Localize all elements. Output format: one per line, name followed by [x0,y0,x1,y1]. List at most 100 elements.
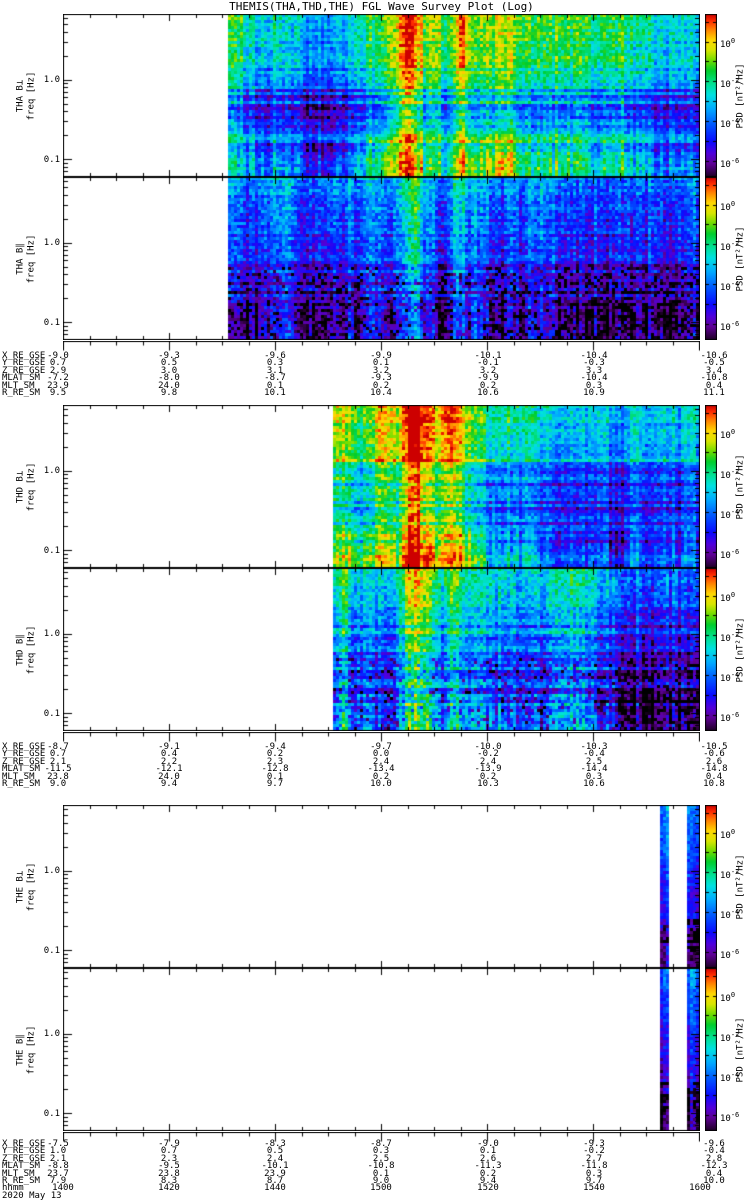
ephemeris-value: 9.8 [160,388,178,398]
spectrogram-thd-bperp [63,405,700,568]
ephemeris-row-r_re_sm: R_RE_SM 9.0 9.4 9.7 10.0 10.3 10.6 10.8 [0,779,750,789]
colorbar-tick-label: 100 [720,990,736,1004]
spectrogram-thd-bpar [63,568,700,731]
ephemeris-value: 0.3 [585,1168,603,1179]
freq-tick-0p1hz: 0.1 [43,155,60,165]
ephemeris-value: -10.8 [367,1161,395,1172]
colorbar-tick-label: 10-6 [720,156,740,170]
ephemeris-value: 24.0 [158,380,180,391]
ephemeris-value: 9.7 [266,779,284,789]
ephemeris-value: -7.9 [158,1139,180,1149]
ephemeris-value: 23.8 [47,771,69,782]
ephemeris-value: 3.4 [705,365,723,376]
panel-label: THA B⊥ [15,79,26,112]
time-tick-label: 1420 [158,1183,180,1194]
ephemeris-value: 10.6 [583,779,605,789]
colorbar-tick-labels: 100 10-2 10-4 10-6 [718,805,750,968]
freq-axis-label: freq [Hz] [26,71,37,120]
ephemeris-row-label: X_RE_GSE [2,351,46,361]
ephemeris-value: -7.5 [47,1139,69,1149]
ephemeris-value: -10.4 [580,373,608,384]
colorbar-thd-bpar [705,568,717,731]
ephemeris-value: -14.8 [700,764,728,775]
panel-thd-bperp-ylabel: THD B⊥ freq [Hz] [16,405,38,568]
ephemeris-value: 10.0 [703,1176,725,1186]
freq-tick-1hz: 1.0 [43,1029,60,1039]
date-label: 2020 May 13 [2,1190,62,1200]
ephemeris-row-label: R_RE_SM [2,1176,40,1186]
ephemeris-value: 10.3 [477,779,499,789]
ephemeris-value: 24.0 [158,771,180,782]
ephemeris-row-label: Z_RE_GSE [2,365,46,376]
ephemeris-value: 9.4 [479,1176,497,1186]
freq-tick-1hz: 1.0 [43,466,60,476]
freq-tick-0p1hz: 0.1 [43,318,60,328]
colorbar-tick-labels: 100 10-2 10-4 10-6 [718,968,750,1131]
ephemeris-value: 0.4 [705,1168,723,1179]
ephemeris-value: 2.3 [266,756,284,767]
ephemeris-value: 1.0 [49,1146,67,1157]
ephemeris-value: 23.7 [47,1168,69,1179]
ephemeris-value: -10.8 [700,373,728,384]
spectrogram-tha-bpar [63,177,700,340]
ephemeris-value: 0.1 [372,358,390,369]
time-tick-label: 1500 [370,1183,392,1194]
ephemeris-value: -8.3 [264,1139,286,1149]
spectrogram-tha-bperp [63,14,700,177]
colorbar-tick-label: 10-2 [720,239,740,253]
ephemeris-value: 0.0 [372,749,390,760]
panel-label: THA B∥ [15,242,26,275]
colorbar-tick-label: 10-4 [720,279,740,293]
ephemeris-row-y_re_gse: Y_RE_GSE 0.7 0.4 0.2 0.0 -0.2 -0.4 -0.6 [0,749,750,760]
ephemeris-value: 2.5 [585,756,603,767]
ephemeris-value: -11.3 [474,1161,502,1172]
ephemeris-value: -9.4 [264,742,286,752]
panel-label: THD B⊥ [15,470,26,503]
ephemeris-value: -8.7 [370,1139,392,1149]
colorbar-tick-label: 10-6 [720,710,740,724]
colorbar-tick-label: 100 [720,36,736,50]
colorbar-title: PSD [nT²/Hz] [735,453,746,520]
ephemeris-value: -9.1 [158,742,180,752]
time-tick-label: 1520 [477,1183,499,1194]
ephemeris-value: 0.5 [160,358,178,369]
ephemeris-row-r_re_sm: R_RE_SM 7.9 8.3 8.7 9.0 9.4 9.7 10.0 [0,1176,750,1186]
panel-tha-bperp-ylabel: THA B⊥ freq [Hz] [16,14,38,177]
ephemeris-value: -12.1 [155,764,183,775]
ephemeris-value: -9.0 [477,1139,499,1149]
ephemeris-value: -9.3 [583,1139,605,1149]
panel-label: THD B∥ [15,633,26,666]
ephemeris-value: 3.1 [266,365,284,376]
time-axis-strip-the [63,1132,700,1143]
ephemeris-row-label: Y_RE_GSE [2,1146,46,1157]
ephemeris-value: 0.7 [160,1146,178,1157]
freq-axis-label: freq [Hz] [26,625,37,674]
ephemeris-value: -9.7 [370,742,392,752]
ephemeris-row-mlat_sm: MLAT_SM -8.8 -9.5 -10.1 -10.8 -11.3 -11.8 -12.3 [0,1161,750,1172]
ephemeris-value: -11.8 [580,1161,608,1172]
ephemeris-value: -10.0 [474,742,502,752]
colorbar-tick-labels: 100 10-2 10-4 10-6 [718,405,750,568]
colorbar-tick-label: 10-2 [720,467,740,481]
ephemeris-value: -9.3 [370,373,392,384]
ephemeris-value: 0.1 [479,1146,497,1157]
ephemeris-value: 2.8 [705,1153,723,1164]
colorbar-the-bpar [705,968,717,1131]
panel-tha-bpar-ylabel: THA B∥ freq [Hz] [16,177,38,340]
ephemeris-value: -8.7 [47,742,69,752]
panel-thd-bpar-ylabel: THD B∥ freq [Hz] [16,568,38,731]
freq-tick-0p1hz: 0.1 [43,946,60,956]
ephemeris-row-z_re_gse: Z_RE_GSE 2.1 2.2 2.3 2.4 2.4 2.5 2.6 [0,756,750,767]
ephemeris-row-label: MLT_SM [2,771,35,782]
ephemeris-value: 2.1 [49,756,67,767]
ephemeris-table-thd: X_RE_GSE -8.7 -9.1 -9.4 -9.7 -10.0 -10.3 -10.5 Y… [0,743,750,789]
ephemeris-value: -9.0 [47,351,69,361]
ephemeris-value: 0.1 [372,1168,390,1179]
freq-axis-label: freq [Hz] [26,1025,37,1074]
colorbar-tick-label: 10-4 [720,507,740,521]
ephemeris-value: -9.5 [158,1161,180,1172]
colorbar-tick-labels: 100 10-2 10-4 10-6 [718,568,750,731]
ephemeris-row-label: Z_RE_GSE [2,1153,46,1164]
ephemeris-value: -9.9 [370,351,392,361]
ephemeris-value: -10.4 [580,351,608,361]
